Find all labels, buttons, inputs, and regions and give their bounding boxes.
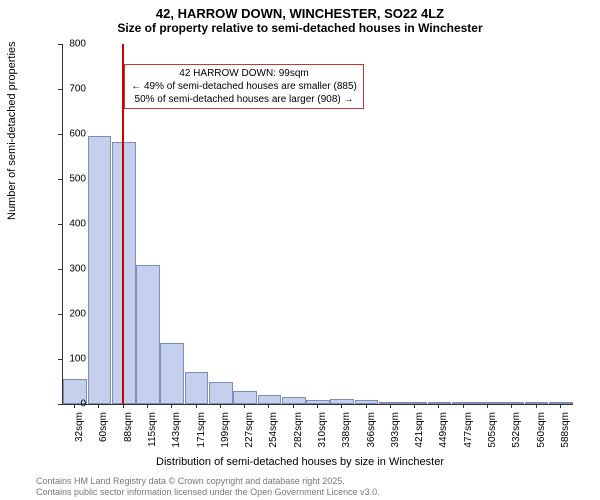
histogram-bar — [185, 372, 209, 404]
x-tick-mark — [123, 404, 124, 408]
attribution-line: Contains public sector information licen… — [36, 487, 380, 498]
chart-title-sub: Size of property relative to semi-detach… — [0, 21, 600, 39]
histogram-bar — [452, 402, 476, 404]
x-tick-mark — [487, 404, 488, 408]
x-tick-mark — [268, 404, 269, 408]
plot-area: 42 HARROW DOWN: 99sqm← 49% of semi-detac… — [62, 44, 573, 405]
x-tick-label: 254sqm — [268, 412, 279, 448]
y-tick-mark — [58, 314, 62, 315]
x-tick-label: 532sqm — [511, 412, 522, 448]
x-tick-label: 560sqm — [536, 412, 547, 448]
x-tick-label: 505sqm — [487, 412, 498, 448]
x-tick-label: 393sqm — [390, 412, 401, 448]
y-tick-mark — [58, 44, 62, 45]
histogram-bar — [88, 136, 112, 404]
x-tick-mark — [317, 404, 318, 408]
histogram-bar — [233, 391, 257, 405]
x-tick-label: 115sqm — [147, 412, 158, 447]
x-tick-mark — [366, 404, 367, 408]
x-tick-label: 60sqm — [98, 412, 109, 442]
x-tick-mark — [341, 404, 342, 408]
x-tick-mark — [536, 404, 537, 408]
x-tick-label: 310sqm — [317, 412, 328, 448]
x-tick-mark — [560, 404, 561, 408]
x-tick-mark — [244, 404, 245, 408]
x-tick-mark — [98, 404, 99, 408]
x-tick-label: 282sqm — [293, 412, 304, 448]
histogram-bar — [209, 382, 233, 405]
x-tick-label: 32sqm — [74, 412, 85, 442]
x-tick-mark — [414, 404, 415, 408]
annotation-box: 42 HARROW DOWN: 99sqm← 49% of semi-detac… — [124, 64, 364, 109]
histogram-bar — [160, 343, 184, 404]
x-tick-label: 199sqm — [220, 412, 231, 448]
annotation-line: ← 49% of semi-detached houses are smalle… — [131, 80, 357, 93]
histogram-bar — [549, 402, 573, 404]
y-tick-mark — [58, 404, 62, 405]
histogram-bar — [258, 395, 282, 404]
x-tick-label: 477sqm — [463, 412, 474, 448]
x-tick-label: 338sqm — [341, 412, 352, 448]
y-tick-mark — [58, 134, 62, 135]
x-tick-label: 143sqm — [171, 412, 182, 448]
x-tick-label: 449sqm — [438, 412, 449, 448]
x-tick-mark — [220, 404, 221, 408]
annotation-line: 42 HARROW DOWN: 99sqm — [131, 67, 357, 80]
y-tick-mark — [58, 224, 62, 225]
y-tick-mark — [58, 89, 62, 90]
x-tick-label: 421sqm — [414, 412, 425, 448]
x-tick-mark — [74, 404, 75, 408]
x-tick-mark — [196, 404, 197, 408]
x-tick-label: 227sqm — [244, 412, 255, 448]
x-axis-label: Distribution of semi-detached houses by … — [0, 456, 600, 468]
x-tick-mark — [390, 404, 391, 408]
x-tick-mark — [171, 404, 172, 408]
histogram-bar — [379, 402, 403, 404]
x-tick-mark — [438, 404, 439, 408]
y-tick-mark — [58, 269, 62, 270]
attribution-line: Contains HM Land Registry data © Crown c… — [36, 476, 380, 487]
x-tick-mark — [293, 404, 294, 408]
histogram-bar — [282, 397, 306, 404]
x-tick-label: 366sqm — [366, 412, 377, 448]
x-tick-mark — [147, 404, 148, 408]
x-tick-label: 588sqm — [560, 412, 571, 448]
chart-container: 42, HARROW DOWN, WINCHESTER, SO22 4LZ Si… — [0, 0, 600, 500]
annotation-line: 50% of semi-detached houses are larger (… — [131, 93, 357, 106]
x-tick-mark — [511, 404, 512, 408]
y-tick-mark — [58, 179, 62, 180]
x-tick-mark — [463, 404, 464, 408]
attribution-text: Contains HM Land Registry data © Crown c… — [36, 476, 380, 499]
x-tick-label: 88sqm — [123, 412, 134, 442]
histogram-bar — [136, 265, 160, 405]
chart-title-main: 42, HARROW DOWN, WINCHESTER, SO22 4LZ — [0, 0, 600, 21]
y-tick-mark — [58, 359, 62, 360]
x-tick-label: 171sqm — [196, 412, 207, 448]
y-axis-label: Number of semi-detached properties — [6, 41, 18, 220]
